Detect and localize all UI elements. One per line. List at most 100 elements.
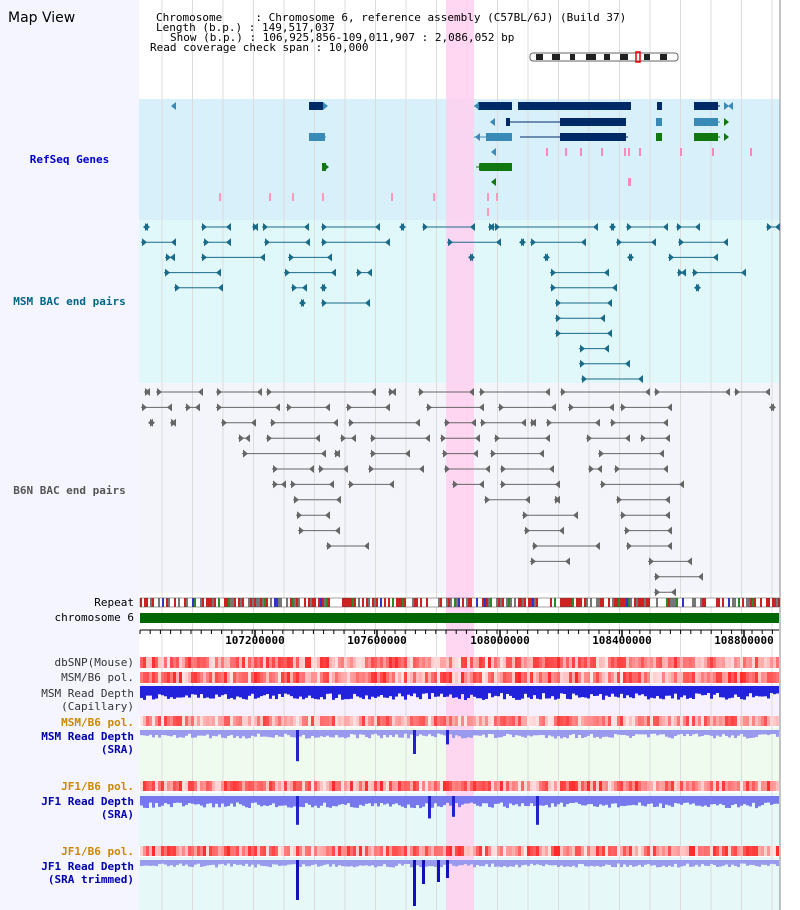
- bac-end-arrow: [479, 480, 484, 489]
- repeat-element: [552, 598, 554, 607]
- read-depth-bar: [758, 730, 761, 735]
- polymorphism-cell: [647, 657, 650, 668]
- polymorphism-cell: [746, 657, 749, 668]
- repeat-element: [212, 598, 214, 607]
- bac-end-arrow: [171, 418, 176, 427]
- read-depth-bar: [305, 796, 308, 804]
- polymorphism-cell: [554, 672, 557, 683]
- polymorphism-cell: [251, 716, 254, 726]
- polymorphism-cell: [410, 781, 413, 791]
- repeat-element: [256, 598, 258, 607]
- read-depth-bar: [668, 730, 671, 738]
- polymorphism-cell: [332, 781, 335, 791]
- polymorphism-cell: [287, 672, 290, 683]
- polymorphism-cell: [683, 846, 686, 856]
- repeat-element: [392, 598, 394, 607]
- polymorphism-cell: [290, 716, 293, 726]
- polymorphism-cell: [653, 781, 656, 791]
- polymorphism-cell: [677, 716, 680, 726]
- msm-bac-label[interactable]: MSM BAC end pairs: [13, 295, 126, 308]
- polymorphism-cell: [419, 657, 422, 668]
- read-depth-bar: [476, 860, 479, 865]
- capillary-depth-bar: [377, 686, 380, 697]
- polymorphism-cell: [458, 716, 461, 726]
- polymorphism-cell: [557, 716, 560, 726]
- capillary-depth-bar: [188, 686, 191, 698]
- read-depth-bar: [527, 860, 530, 866]
- polymorphism-cell: [161, 657, 164, 668]
- polymorphism-cell: [719, 672, 722, 683]
- repeat-element: [496, 598, 498, 607]
- polymorphism-cell: [239, 672, 242, 683]
- capillary-depth-bar: [599, 686, 602, 695]
- polymorphism-cell: [713, 846, 716, 856]
- polymorphism-cell: [401, 657, 404, 668]
- polymorphism-cell: [215, 716, 218, 726]
- polymorphism-cell: [500, 846, 503, 856]
- read-depth-bar: [179, 730, 182, 738]
- polymorphism-cell: [338, 716, 341, 726]
- read-depth-bar: [212, 796, 215, 808]
- capillary-depth-bar: [176, 686, 179, 698]
- capillary-depth-bar: [419, 686, 422, 700]
- read-depth-bar: [320, 730, 323, 737]
- read-depth-bar: [206, 796, 209, 804]
- read-depth-bar: [695, 860, 698, 865]
- read-depth-bar: [746, 796, 749, 806]
- polymorphism-cell: [650, 672, 653, 683]
- ideogram-position-marker: [635, 51, 641, 63]
- capillary-depth-bar: [494, 686, 497, 696]
- bac-end-arrow: [371, 388, 376, 396]
- polymorphism-cell: [368, 657, 371, 668]
- read-depth-bar: [380, 860, 383, 867]
- bac-end-arrow: [204, 238, 209, 247]
- bac-end-arrow: [367, 268, 372, 277]
- bac-end-arrow: [693, 268, 698, 277]
- polymorphism-cell: [197, 716, 200, 726]
- repeat-element: [624, 598, 626, 607]
- polymorphism-cell: [389, 781, 392, 791]
- read-depth-bar: [536, 860, 539, 865]
- repeat-element: [210, 598, 212, 607]
- capillary-depth-bar: [548, 686, 551, 699]
- msm-depth-sra-label: MSM Read Depth: [41, 730, 134, 743]
- track-features[interactable]: [139, 51, 780, 906]
- polymorphism-cell: [665, 672, 668, 683]
- bac-end-arrow: [245, 434, 250, 443]
- repeat-element: [412, 598, 414, 607]
- read-depth-bar: [437, 730, 440, 734]
- bac-end-arrow: [723, 238, 728, 247]
- read-depth-bar: [458, 796, 461, 808]
- bac-end-arrow: [320, 283, 325, 292]
- refseq-genes-label[interactable]: RefSeq Genes: [29, 153, 110, 166]
- polymorphism-cell: [347, 657, 350, 668]
- capillary-depth-bar: [347, 686, 350, 700]
- bac-end-arrow: [565, 557, 570, 566]
- read-depth-bar: [467, 796, 470, 804]
- read-depth-bar: [323, 730, 326, 738]
- gene-exon: [694, 102, 718, 110]
- read-depth-bar: [635, 796, 638, 806]
- polymorphism-cell: [188, 672, 191, 683]
- polymorphism-cell: [647, 672, 650, 683]
- polymorphism-cell: [191, 781, 194, 791]
- read-depth-bar: [623, 796, 626, 807]
- read-depth-bar: [266, 860, 269, 867]
- polymorphism-cell: [710, 716, 713, 726]
- bac-end-arrow: [545, 434, 550, 443]
- polymorphism-cell: [308, 716, 311, 726]
- polymorphism-cell: [371, 672, 374, 683]
- repeat-element: [584, 598, 586, 607]
- polymorphism-cell: [461, 672, 464, 683]
- polymorphism-cell: [377, 657, 380, 668]
- polymorphism-cell: [464, 781, 467, 791]
- page-title: Map View: [8, 10, 76, 26]
- bac-end-arrow: [485, 495, 490, 504]
- polymorphism-cell: [395, 657, 398, 668]
- b6n-bac-label[interactable]: B6N BAC end pairs: [13, 484, 126, 497]
- read-depth-bar: [608, 860, 611, 865]
- polymorphism-cell: [596, 657, 599, 668]
- bac-end-arrow: [597, 465, 602, 473]
- polymorphism-cell: [317, 846, 320, 856]
